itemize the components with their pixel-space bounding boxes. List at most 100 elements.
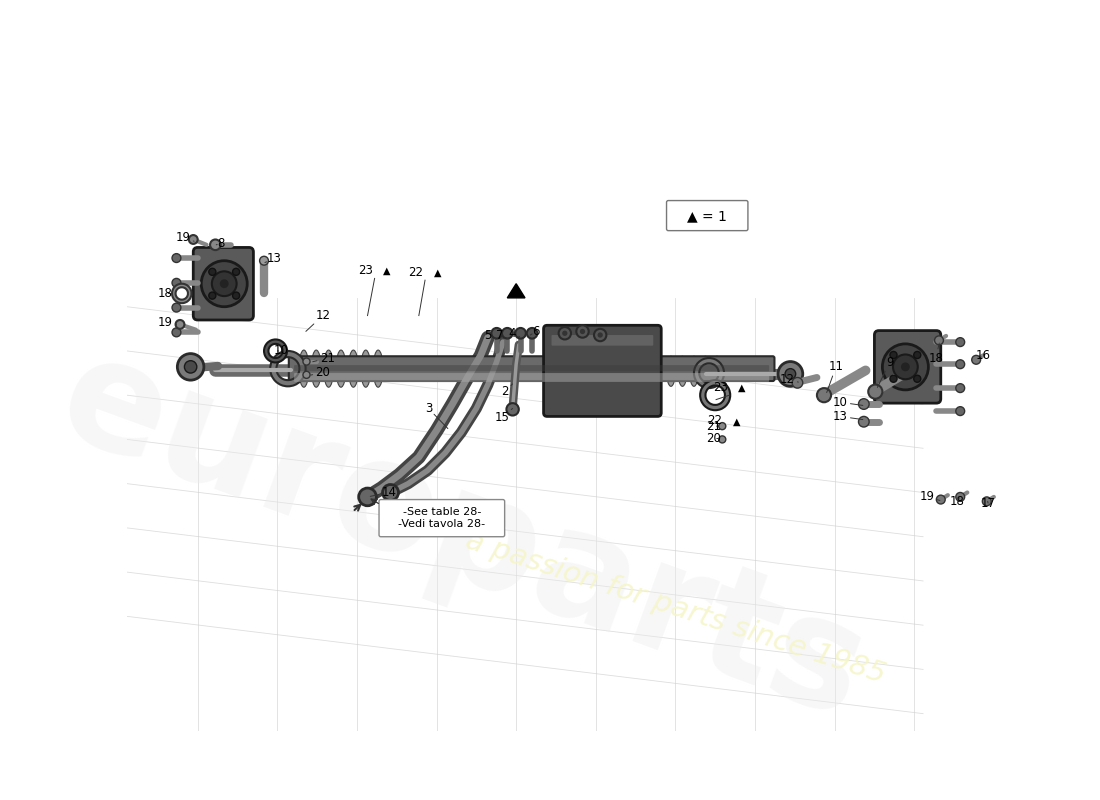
Text: 19: 19	[176, 231, 194, 244]
Text: 12: 12	[306, 309, 330, 331]
Circle shape	[562, 330, 568, 336]
Circle shape	[956, 406, 965, 415]
Circle shape	[212, 271, 236, 296]
FancyBboxPatch shape	[379, 499, 505, 537]
Text: 12: 12	[780, 373, 799, 386]
Circle shape	[209, 268, 216, 275]
Circle shape	[359, 488, 376, 506]
Text: 23: 23	[713, 381, 727, 394]
Text: 11: 11	[827, 360, 844, 393]
Circle shape	[176, 320, 185, 329]
Circle shape	[185, 361, 197, 373]
Ellipse shape	[678, 356, 686, 386]
Text: 18: 18	[949, 495, 965, 508]
FancyBboxPatch shape	[294, 373, 769, 382]
Circle shape	[882, 344, 928, 390]
Circle shape	[502, 328, 513, 338]
Circle shape	[492, 328, 502, 338]
FancyBboxPatch shape	[543, 326, 661, 417]
Circle shape	[172, 254, 180, 262]
Ellipse shape	[311, 350, 321, 387]
Circle shape	[718, 422, 726, 430]
Text: 7: 7	[496, 329, 508, 342]
Circle shape	[956, 493, 965, 502]
Ellipse shape	[667, 356, 675, 386]
Text: 6: 6	[530, 325, 540, 338]
Ellipse shape	[373, 350, 383, 387]
Text: 18: 18	[928, 343, 944, 365]
Circle shape	[383, 485, 398, 501]
Circle shape	[597, 332, 603, 338]
Circle shape	[893, 354, 917, 379]
Ellipse shape	[690, 356, 698, 386]
Circle shape	[506, 403, 519, 415]
FancyBboxPatch shape	[294, 365, 769, 371]
Circle shape	[576, 326, 588, 338]
Text: 13: 13	[265, 253, 282, 266]
Circle shape	[172, 328, 180, 337]
Circle shape	[982, 497, 991, 506]
Text: 3: 3	[425, 402, 448, 429]
Text: -See table 28-: -See table 28-	[403, 507, 481, 517]
Circle shape	[209, 292, 216, 299]
Text: 10: 10	[833, 396, 862, 409]
FancyBboxPatch shape	[874, 330, 940, 403]
Circle shape	[210, 239, 221, 250]
Text: 21: 21	[706, 420, 722, 433]
Text: 19: 19	[158, 316, 176, 329]
Ellipse shape	[701, 356, 710, 386]
Text: 20: 20	[706, 432, 722, 445]
Ellipse shape	[337, 350, 345, 387]
Circle shape	[177, 354, 204, 380]
Circle shape	[220, 279, 229, 288]
Text: 22: 22	[707, 414, 723, 427]
Circle shape	[956, 384, 965, 393]
FancyBboxPatch shape	[289, 356, 774, 381]
Circle shape	[890, 351, 896, 358]
Text: ▲: ▲	[384, 266, 390, 276]
Circle shape	[594, 329, 606, 342]
Text: 17: 17	[980, 497, 996, 510]
Text: 8: 8	[217, 237, 224, 250]
FancyBboxPatch shape	[551, 335, 653, 346]
Ellipse shape	[349, 350, 359, 387]
Circle shape	[778, 362, 803, 386]
Circle shape	[956, 338, 965, 346]
Circle shape	[189, 235, 198, 244]
Text: 14: 14	[371, 486, 397, 499]
Circle shape	[792, 378, 803, 388]
Text: 21: 21	[312, 351, 334, 365]
Text: 5: 5	[484, 329, 496, 342]
Text: 10: 10	[274, 345, 288, 358]
Circle shape	[232, 268, 240, 275]
Circle shape	[956, 360, 965, 369]
Text: ▲: ▲	[733, 416, 740, 426]
Circle shape	[936, 495, 945, 504]
Circle shape	[785, 369, 795, 379]
Circle shape	[858, 417, 869, 427]
Ellipse shape	[713, 356, 722, 386]
Circle shape	[172, 278, 180, 287]
Text: 2: 2	[502, 384, 513, 398]
Circle shape	[901, 362, 910, 371]
Circle shape	[527, 328, 538, 338]
Text: 18: 18	[158, 287, 173, 300]
Circle shape	[302, 371, 310, 378]
Text: europarts: europarts	[41, 322, 886, 751]
Circle shape	[232, 292, 240, 299]
Polygon shape	[507, 284, 525, 298]
Circle shape	[302, 358, 310, 365]
Circle shape	[935, 336, 944, 345]
Text: 23: 23	[358, 264, 373, 277]
Circle shape	[559, 327, 571, 339]
Circle shape	[718, 436, 726, 443]
Text: -Vedi tavola 28-: -Vedi tavola 28-	[398, 519, 485, 530]
Circle shape	[817, 388, 832, 402]
Text: ▲: ▲	[738, 382, 746, 393]
Circle shape	[914, 351, 921, 358]
Circle shape	[858, 398, 869, 410]
Circle shape	[580, 329, 585, 334]
Circle shape	[515, 328, 526, 338]
Ellipse shape	[361, 350, 371, 387]
Circle shape	[201, 261, 248, 306]
